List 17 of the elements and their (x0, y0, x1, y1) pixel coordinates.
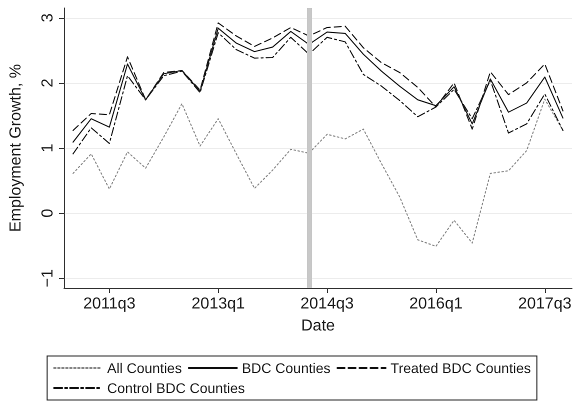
x-tick-label: 2017q3 (518, 296, 572, 312)
legend-label: Treated BDC Counties (390, 360, 531, 376)
x-tick-label: 2013q1 (192, 296, 246, 312)
x-tick-label: 2014q3 (300, 296, 354, 312)
legend-label: Control BDC Counties (107, 380, 245, 396)
y-tick-label: 0 (40, 208, 56, 218)
y-tick-label: 1 (40, 143, 56, 152)
x-tick-label: 2016q1 (409, 296, 463, 312)
line-series (72, 98, 564, 247)
y-tick-label: 3 (40, 13, 56, 22)
y-tick-label: −1 (40, 269, 56, 288)
x-axis-title: Date (301, 318, 335, 334)
x-tick-label: 2011q3 (83, 296, 136, 312)
y-axis-title: Employment Growth, % (8, 64, 24, 232)
legend-label: All Counties (107, 360, 182, 376)
legend-label: BDC Counties (242, 360, 331, 376)
y-tick-label: 2 (40, 78, 56, 88)
